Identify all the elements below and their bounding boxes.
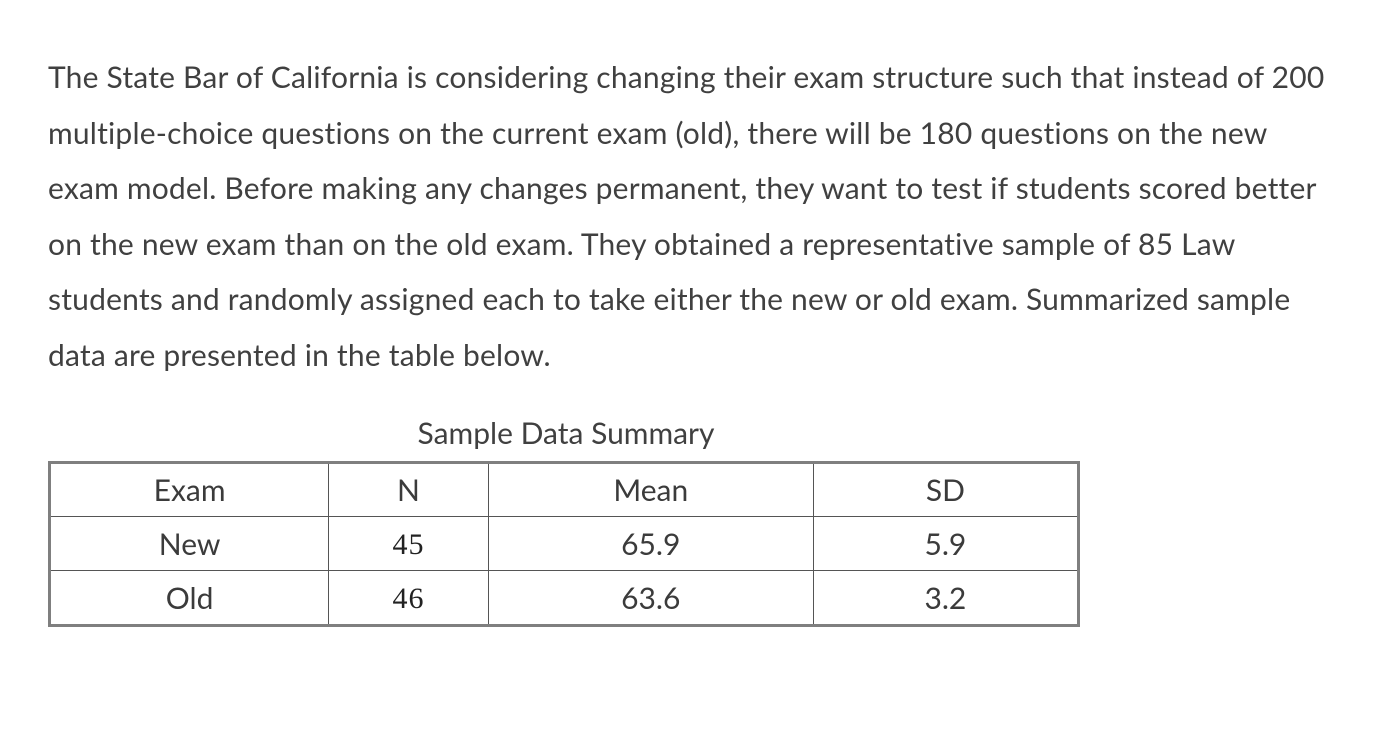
document-page: The State Bar of California is consideri… — [0, 0, 1387, 627]
col-header-mean: Mean — [488, 463, 813, 517]
cell-n: 45 — [329, 517, 489, 571]
cell-n: 46 — [329, 571, 489, 626]
handwritten-value: 45 — [392, 528, 424, 561]
cell-exam: New — [50, 517, 329, 571]
cell-sd: 3.2 — [813, 571, 1078, 626]
table-caption: Sample Data Summary — [50, 415, 1082, 451]
table-row: New 45 65.9 5.9 — [50, 517, 1079, 571]
table-row: Old 46 63.6 3.2 — [50, 571, 1079, 626]
cell-sd: 5.9 — [813, 517, 1078, 571]
col-header-exam: Exam — [50, 463, 329, 517]
col-header-sd: SD — [813, 463, 1078, 517]
summary-table: Exam N Mean SD New 45 65.9 5.9 Old 46 63… — [48, 461, 1080, 627]
cell-mean: 65.9 — [488, 517, 813, 571]
table-container: Sample Data Summary Exam N Mean SD New — [48, 415, 1339, 627]
col-header-n: N — [329, 463, 489, 517]
cell-mean: 63.6 — [488, 571, 813, 626]
handwritten-value: 46 — [392, 582, 424, 615]
problem-paragraph: The State Bar of California is consideri… — [48, 50, 1339, 383]
table-header-row: Exam N Mean SD — [50, 463, 1079, 517]
cell-exam: Old — [50, 571, 329, 626]
